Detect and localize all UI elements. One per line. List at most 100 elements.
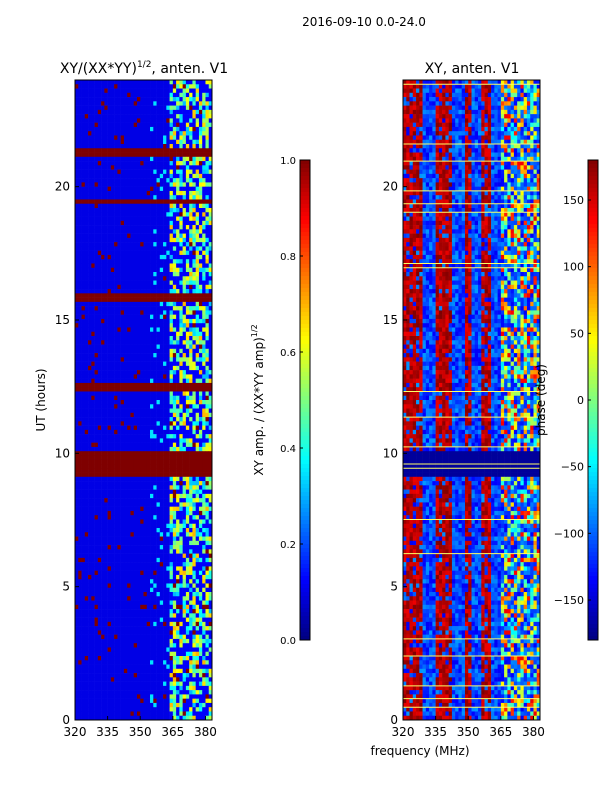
- heatmap-cell: [208, 545, 213, 550]
- heatmap-cell: [156, 519, 161, 525]
- heatmap-cell: [88, 566, 92, 571]
- heatmap-cell: [101, 178, 105, 183]
- heatmap-cell: [94, 195, 99, 200]
- heatmap-cell: [159, 229, 164, 234]
- heatmap-cell: [176, 493, 180, 499]
- heatmap-cell: [179, 519, 183, 525]
- heatmap-cell: [182, 109, 187, 115]
- heatmap-cell: [94, 293, 99, 298]
- heatmap-cell: [81, 310, 86, 315]
- heatmap-cell: [195, 310, 200, 315]
- heatmap-cell: [163, 246, 167, 251]
- heatmap-cell: [84, 476, 89, 482]
- heatmap-cell: [101, 562, 105, 567]
- heatmap-cell: [185, 498, 190, 503]
- heatmap-cell: [101, 220, 105, 226]
- heatmap-cell: [195, 361, 200, 367]
- heatmap-cell: [159, 169, 164, 175]
- heatmap-cell: [140, 131, 144, 136]
- heatmap-cell: [81, 438, 86, 443]
- heatmap-cell: [136, 464, 141, 469]
- heatmap-cell: [133, 131, 138, 136]
- heatmap-cell: [84, 455, 89, 461]
- heatmap-cell: [123, 126, 128, 132]
- heatmap-cell: [75, 391, 79, 397]
- heatmap-cell: [176, 429, 180, 435]
- heatmap-cell: [169, 493, 174, 499]
- heatmap-cell: [176, 540, 180, 546]
- heatmap-cell: [120, 169, 125, 175]
- heatmap-cell: [94, 485, 99, 490]
- heatmap-cell: [182, 156, 187, 162]
- heatmap-cell: [110, 280, 115, 286]
- heatmap-cell: [75, 284, 79, 290]
- heatmap-cell: [117, 259, 121, 264]
- heatmap-cell: [166, 485, 170, 490]
- heatmap-cell: [81, 131, 86, 136]
- heatmap-cell: [130, 574, 135, 580]
- heatmap-cell: [81, 348, 86, 354]
- heatmap-cell: [146, 574, 151, 580]
- heatmap-cell: [104, 284, 108, 290]
- heatmap-cell: [195, 464, 200, 469]
- heatmap-cell: [101, 318, 105, 324]
- heatmap-cell: [179, 88, 183, 94]
- heatmap-cell: [140, 323, 144, 328]
- heatmap-cell: [110, 250, 115, 256]
- heatmap-cell: [97, 310, 102, 315]
- heatmap-cell: [205, 361, 210, 367]
- heatmap-cell: [179, 259, 183, 264]
- heatmap-cell: [91, 190, 95, 196]
- heatmap-cell: [117, 374, 121, 379]
- heatmap-cell: [185, 387, 190, 392]
- heatmap-cell: [202, 515, 206, 520]
- heatmap-cell: [198, 156, 203, 162]
- heatmap-cell: [88, 378, 92, 384]
- heatmap-cell: [205, 357, 210, 362]
- heatmap-cell: [169, 220, 174, 226]
- heatmap-cell: [107, 481, 112, 486]
- heatmap-cell: [75, 400, 79, 405]
- heatmap-cell: [117, 553, 121, 559]
- heatmap-cell: [78, 498, 82, 503]
- heatmap-cell: [104, 220, 108, 226]
- heatmap-cell: [198, 459, 203, 465]
- heatmap-cell: [172, 165, 177, 170]
- heatmap-cell: [205, 318, 210, 324]
- heatmap-cell: [159, 323, 164, 328]
- heatmap-cell: [94, 212, 99, 217]
- heatmap-cell: [179, 344, 183, 350]
- heatmap-cell: [166, 109, 170, 115]
- heatmap-cell: [153, 88, 157, 94]
- heatmap-cell: [202, 126, 206, 132]
- heatmap-cell: [172, 540, 177, 546]
- heatmap-cell: [78, 536, 82, 542]
- heatmap-cell: [179, 152, 183, 158]
- heatmap-cell: [130, 336, 135, 341]
- heatmap-cell: [163, 489, 167, 495]
- heatmap-cell: [202, 80, 206, 85]
- heatmap-cell: [159, 276, 164, 281]
- heatmap-cell: [208, 148, 213, 153]
- heatmap-cell: [110, 139, 115, 145]
- heatmap-cell: [123, 289, 128, 294]
- heatmap-cell: [192, 118, 196, 123]
- heatmap-cell: [140, 109, 144, 115]
- heatmap-cell: [91, 566, 95, 571]
- heatmap-cell: [140, 481, 144, 486]
- heatmap-cell: [120, 182, 125, 187]
- heatmap-cell: [140, 272, 144, 277]
- heatmap-cell: [169, 370, 174, 375]
- heatmap-cell: [97, 336, 102, 341]
- heatmap-cell: [205, 485, 210, 490]
- heatmap-cell: [205, 97, 210, 102]
- heatmap-cell: [120, 382, 125, 388]
- heatmap-cell: [166, 199, 170, 205]
- heatmap-cell: [110, 297, 115, 303]
- heatmap-cell: [179, 276, 183, 281]
- heatmap-cell: [130, 357, 135, 362]
- heatmap-cell: [179, 438, 183, 443]
- heatmap-cell: [107, 92, 112, 98]
- heatmap-cell: [120, 340, 125, 345]
- heatmap-cell: [176, 156, 180, 162]
